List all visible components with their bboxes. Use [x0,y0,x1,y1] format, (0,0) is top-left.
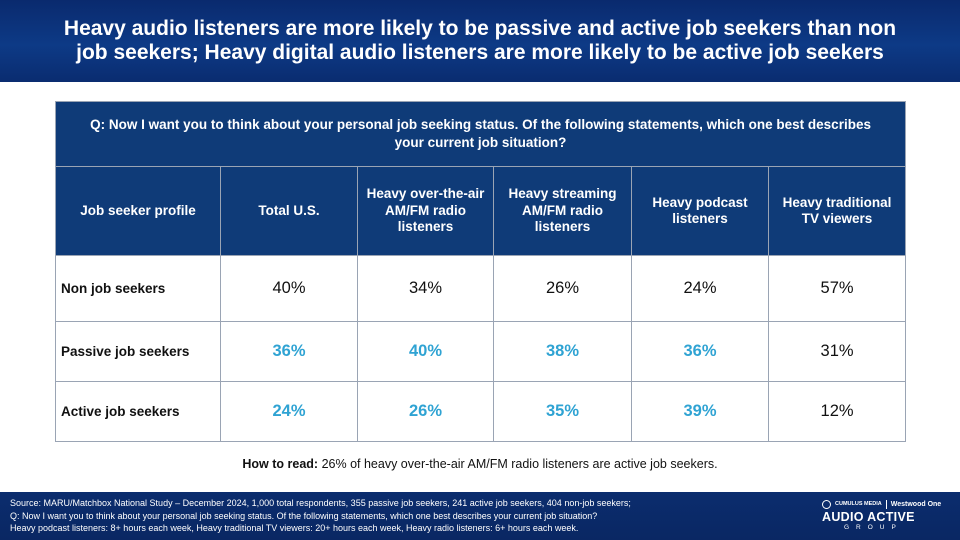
logo-partner: Westwood One [890,500,942,508]
header-heavy-podcast: Heavy podcast listeners [631,166,769,256]
how-to-read-text: 26% of heavy over-the-air AM/FM radio li… [321,457,718,471]
logo-top-row: CUMULUS MEDIA Westwood One [822,498,952,510]
data-table-wrapper: Q: Now I want you to think about your pe… [54,101,907,442]
source-line: Q: Now I want you to think about your pe… [10,510,598,521]
how-to-read-note: How to read: 26% of heavy over-the-air A… [0,457,960,471]
table-row: Passive job seekers 36% 40% 38% 36% 31% [55,321,907,382]
cell-value-highlighted: 35% [493,381,632,442]
cumulus-mark-icon [822,499,831,509]
cell-value: 31% [767,321,907,382]
survey-question: Q: Now I want you to think about your pe… [54,101,907,167]
cell-value: 57% [767,255,907,322]
cell-value-highlighted: 39% [631,381,769,442]
cell-value: 40% [220,255,358,322]
header-heavy-streaming-radio: Heavy streaming AM/FM radio listeners [493,166,632,256]
slide-title: Heavy audio listeners are more likely to… [63,17,897,64]
source-line: Heavy podcast listeners: 8+ hours each w… [10,523,579,533]
how-to-read-label: How to read: [242,457,319,471]
cell-value: 12% [767,381,907,442]
cell-value-highlighted: 38% [493,321,632,382]
row-label-active-job-seekers: Active job seekers [55,381,221,442]
logo-sub-text: GROUP [844,524,903,531]
cell-value: 24% [631,255,769,322]
header-heavy-tv: Heavy traditional TV viewers [767,166,907,256]
source-note: Source: MARU/Matchbox National Study – D… [10,497,810,535]
footer-bar: Source: MARU/Matchbox National Study – D… [0,492,960,540]
header-heavy-ota-radio: Heavy over-the-air AM/FM radio listeners [357,166,494,256]
table-row: Active job seekers 24% 26% 35% 39% 12% [55,381,907,442]
header-job-seeker-profile: Job seeker profile [55,166,221,256]
cell-value-highlighted: 36% [220,321,358,382]
audio-active-group-logo: CUMULUS MEDIA Westwood One AUDIO ACTIVE … [822,498,952,536]
table-row: Non job seekers 40% 34% 26% 24% 57% [55,255,907,322]
cell-value-highlighted: 40% [357,321,494,382]
header-total-us: Total U.S. [220,166,358,256]
cell-value-highlighted: 24% [220,381,358,442]
title-bar: Heavy audio listeners are more likely to… [0,0,960,82]
logo-brand-small: CUMULUS MEDIA [835,501,882,507]
logo-divider [885,499,887,509]
cell-value-highlighted: 26% [357,381,494,442]
cell-value-highlighted: 36% [631,321,769,382]
job-seeker-table: Q: Now I want you to think about your pe… [54,101,907,442]
row-label-passive-job-seekers: Passive job seekers [55,321,221,382]
cell-value: 26% [493,255,632,322]
logo-main-text: AUDIO ACTIVE [822,510,915,524]
source-line: Source: MARU/Matchbox National Study – D… [10,498,631,508]
row-label-non-job-seekers: Non job seekers [55,255,221,322]
cell-value: 34% [357,255,494,322]
